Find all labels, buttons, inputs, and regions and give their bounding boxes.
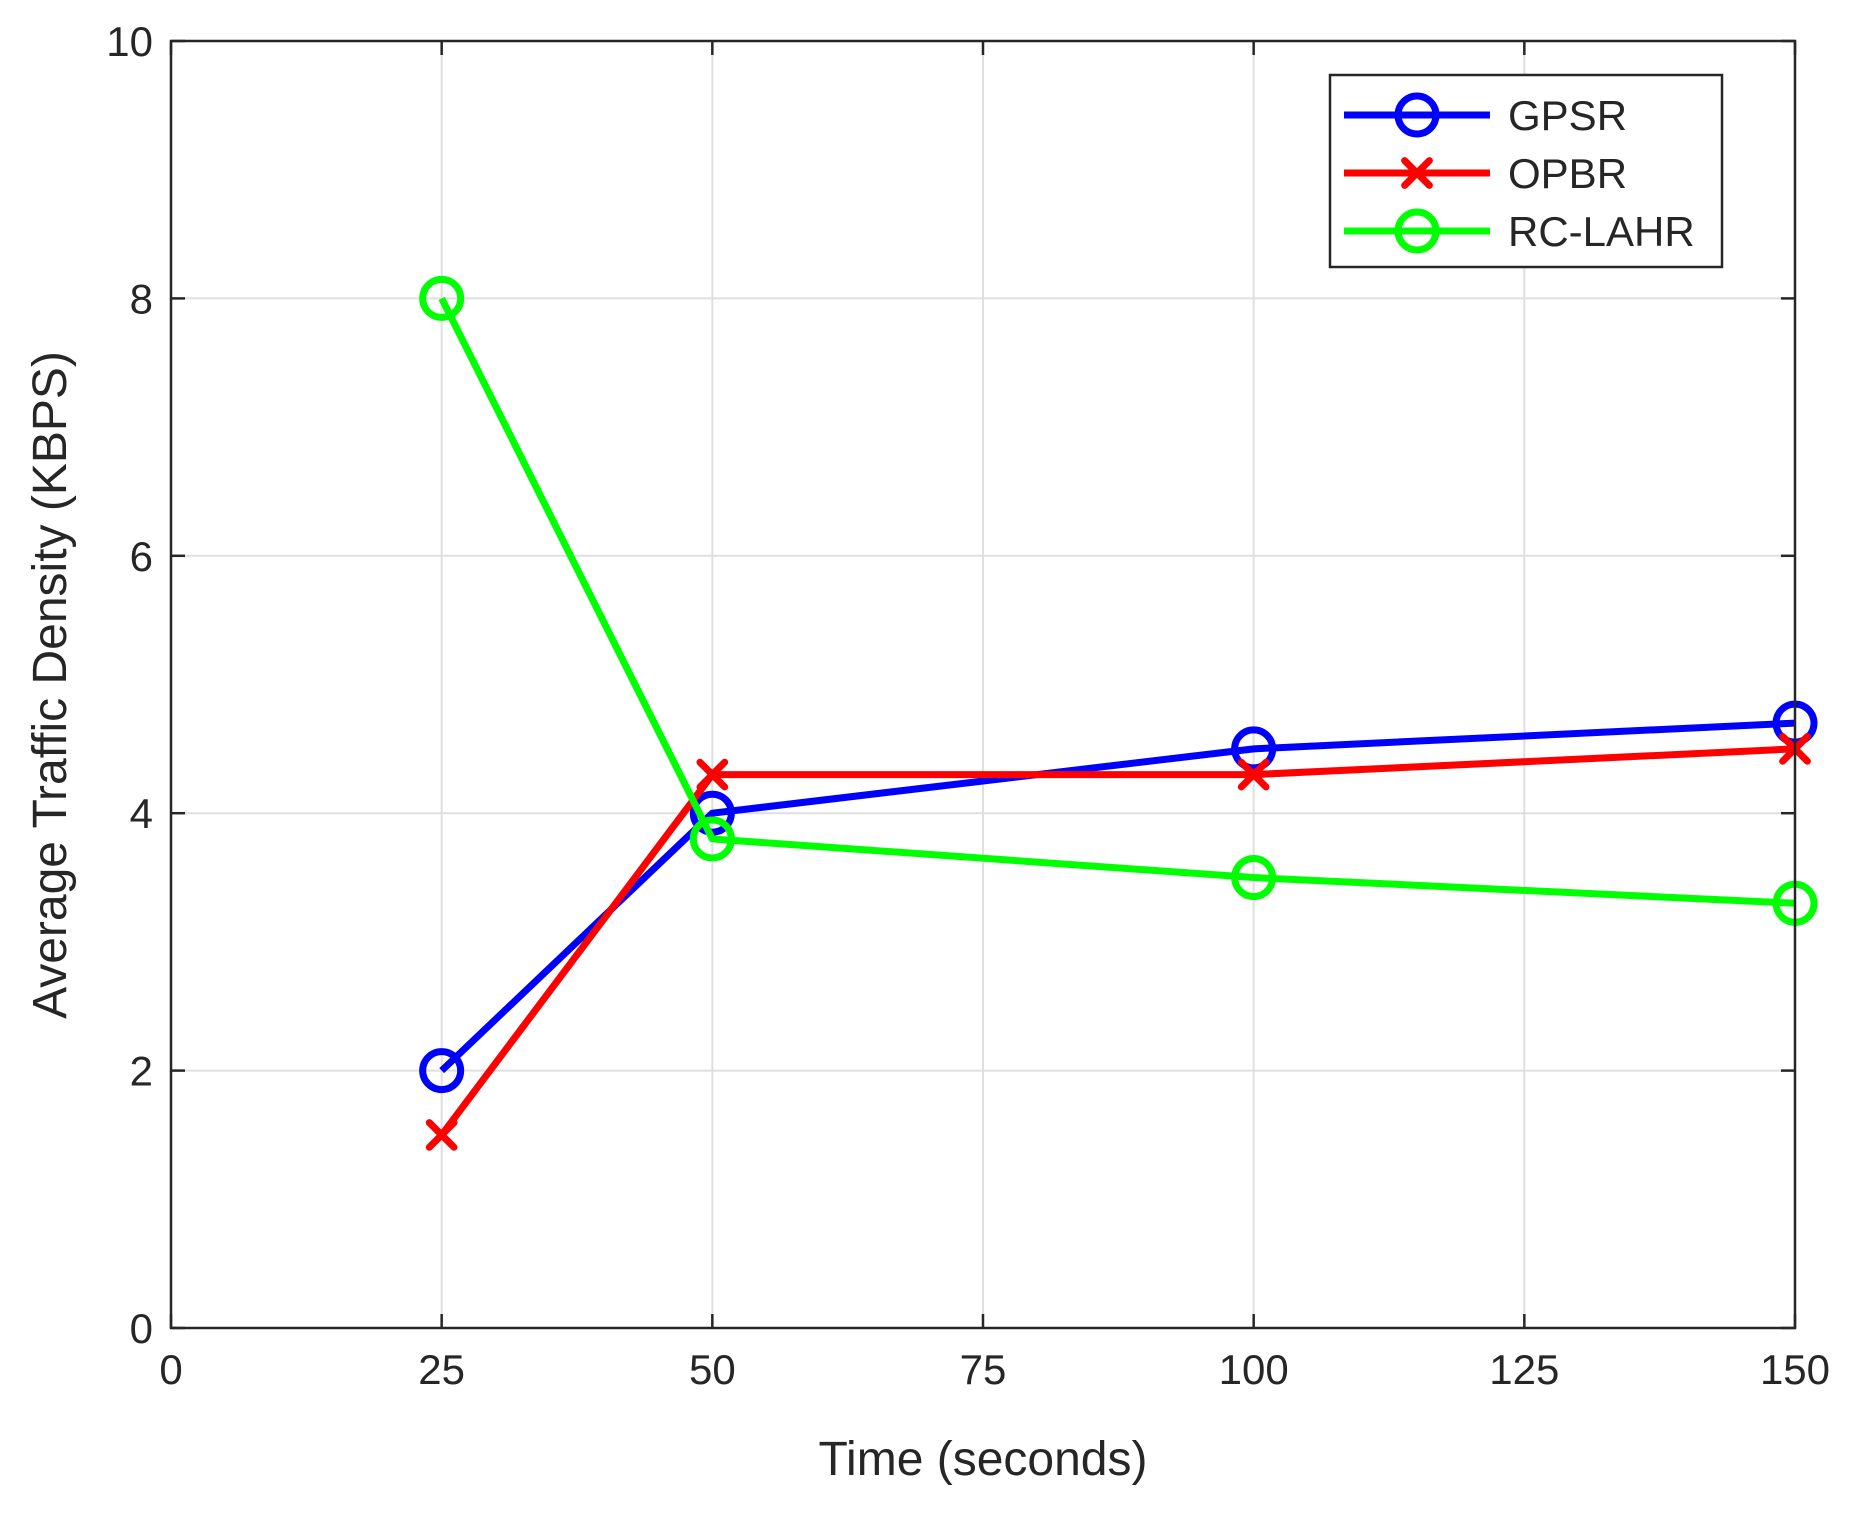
legend-marker-opbr <box>1401 157 1433 189</box>
legend-label-gpsr: GPSR <box>1508 92 1627 139</box>
data-point-gpsr <box>419 1048 465 1094</box>
x-tick-label: 125 <box>1489 1346 1559 1393</box>
data-point-opbr <box>425 1119 458 1151</box>
data-point-rc-lahr <box>689 816 735 862</box>
legend-marker-gpsr <box>1394 92 1440 138</box>
y-tick-label: 2 <box>130 1048 153 1095</box>
data-point-gpsr <box>1231 726 1277 772</box>
x-tick-label: 75 <box>960 1346 1007 1393</box>
series-layer <box>419 275 1818 1151</box>
data-point-opbr <box>696 758 729 791</box>
marker-x-stroke <box>425 1119 458 1151</box>
x-tick-label: 150 <box>1760 1346 1830 1393</box>
series-opbr <box>425 733 1811 1151</box>
y-tick-label: 0 <box>130 1305 153 1352</box>
marker-x-stroke <box>1237 758 1270 791</box>
data-point-rc-lahr <box>419 275 465 321</box>
legend-item-rc-lahr: RC-LAHR <box>1344 208 1695 255</box>
legend-label-opbr: OPBR <box>1508 150 1627 197</box>
y-tick-label: 10 <box>106 18 153 65</box>
x-tick-label: 50 <box>689 1346 736 1393</box>
marker-x-stroke <box>1401 157 1433 189</box>
x-axis-label: Time (seconds) <box>819 1433 1148 1486</box>
series-line-rc-lahr <box>438 296 1796 907</box>
legend-marker-rc-lahr <box>1394 208 1440 254</box>
y-tick-label: 6 <box>130 533 153 580</box>
legend-item-gpsr: GPSR <box>1344 92 1627 139</box>
data-point-rc-lahr <box>1231 855 1277 901</box>
x-tick-label: 25 <box>418 1346 465 1393</box>
y-tick-label: 8 <box>130 275 153 322</box>
marker-x-stroke <box>696 758 729 791</box>
x-tick-label: 100 <box>1219 1346 1289 1393</box>
legend-label-rc-lahr: RC-LAHR <box>1508 208 1695 255</box>
x-tick-label: 0 <box>159 1346 182 1393</box>
series-line-opbr <box>438 745 1796 1138</box>
legend: GPSR OPBR RC-LAHR <box>1328 73 1724 269</box>
ticks: 0 25 50 75 100 125 150 0 2 4 6 8 10 <box>106 18 1830 1393</box>
series-line-gpsr <box>439 719 1796 1074</box>
y-tick-label: 4 <box>130 790 153 837</box>
legend-item-opbr: OPBR <box>1344 150 1627 197</box>
data-point-opbr <box>1237 758 1270 791</box>
y-axis-label: Average Traffic Density (KBPS) <box>24 351 77 1019</box>
